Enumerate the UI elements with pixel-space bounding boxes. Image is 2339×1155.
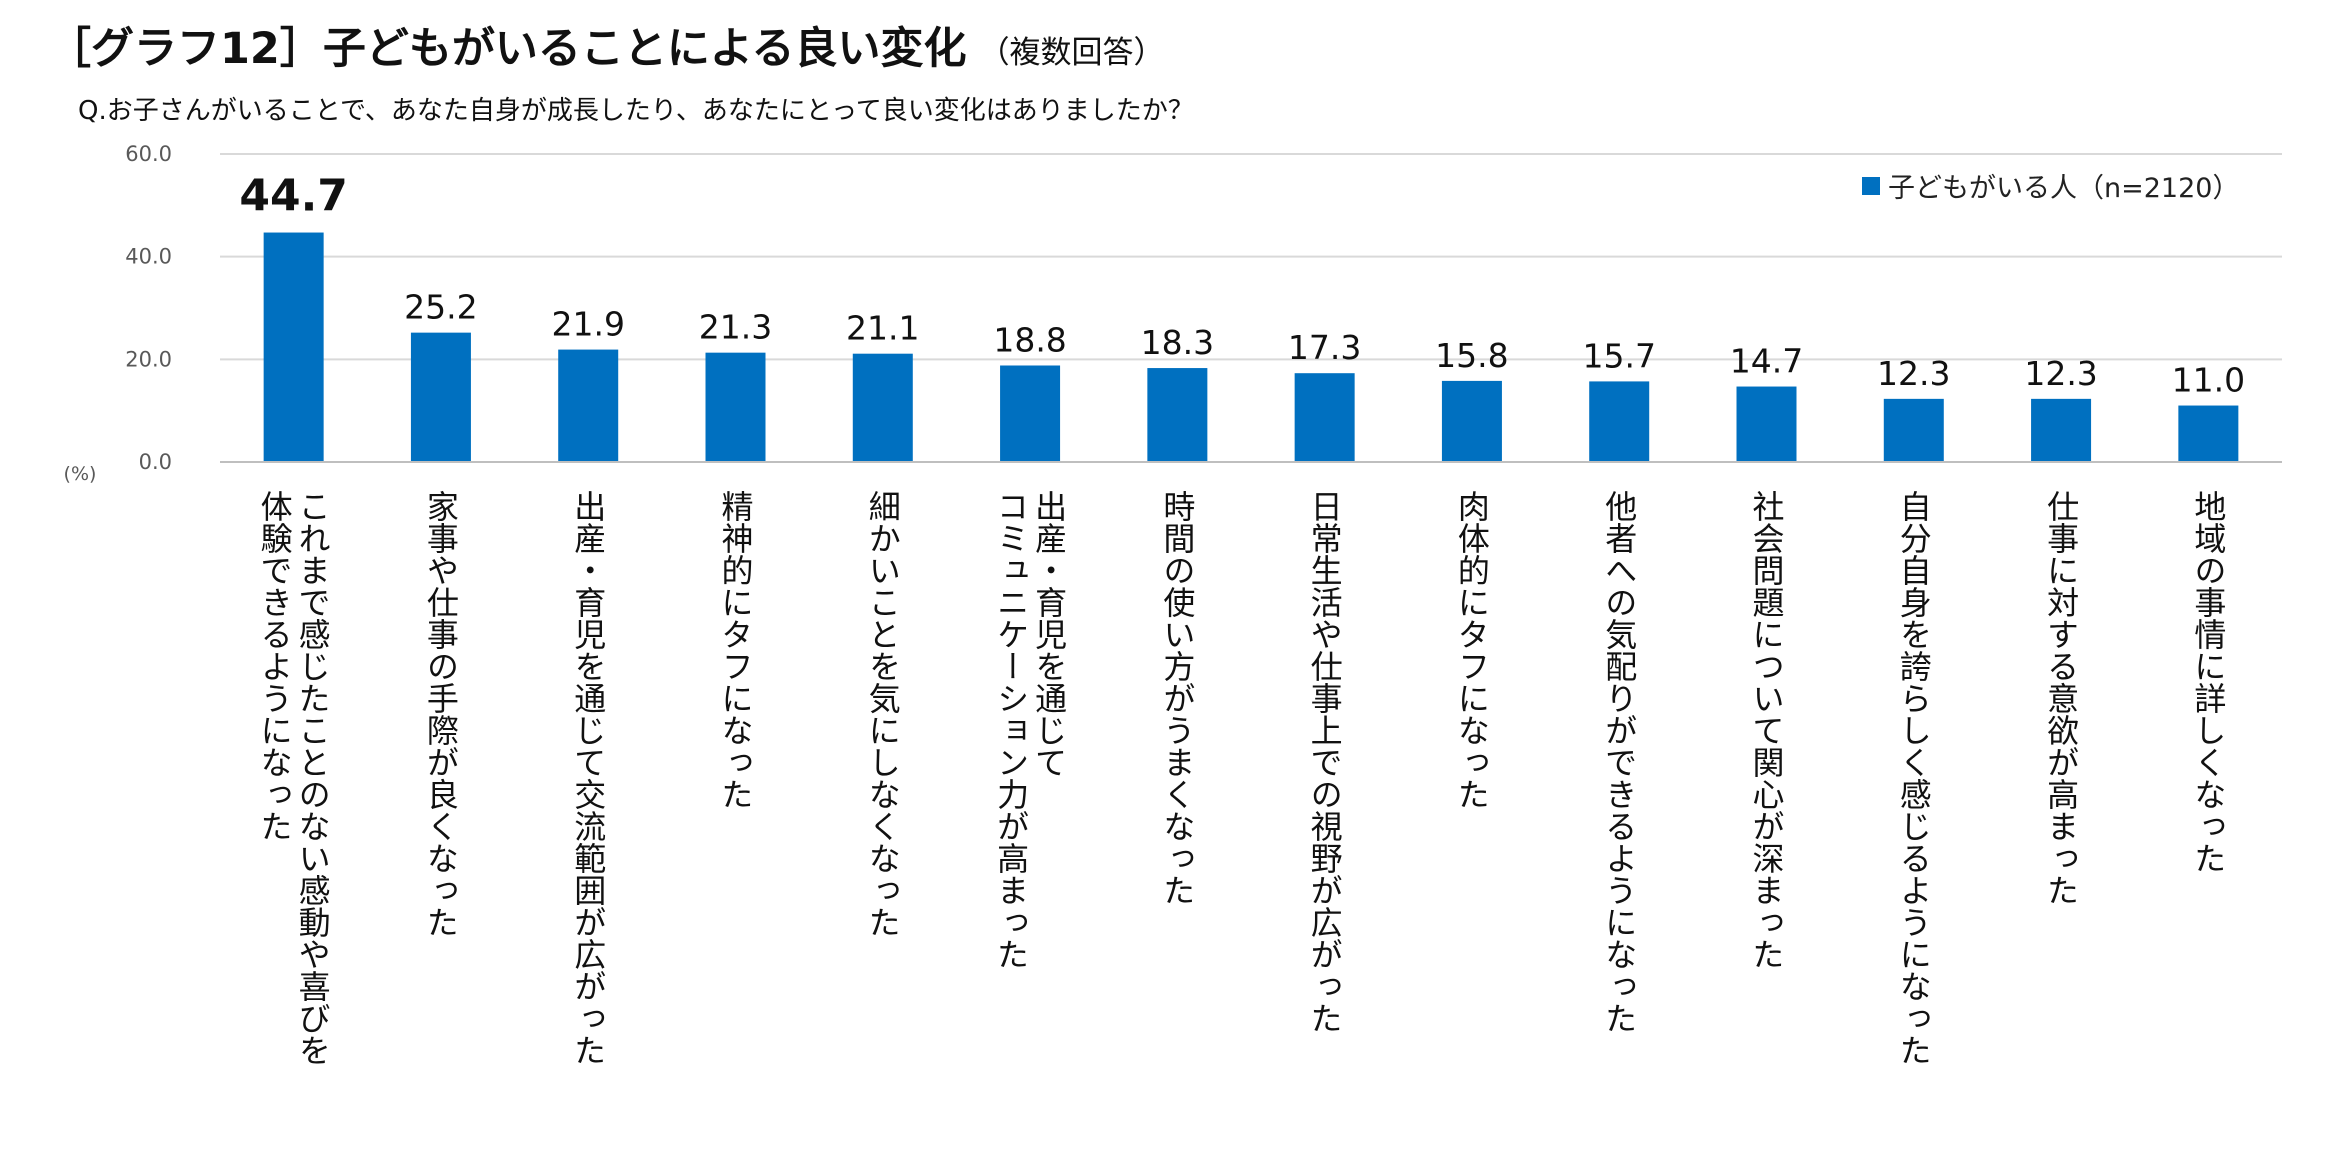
bar [1441,380,1502,462]
y-tick-label: 60.0 [125,142,172,166]
bar [1883,398,1944,462]
bar [558,349,619,462]
data-label: 14.7 [1730,342,1803,381]
category-label: これまで感じたことのない感動や喜びを [294,490,332,1066]
data-label: 21.9 [551,305,624,344]
category-label: コミュニケーション力が高まった [992,490,1030,970]
chart-title: ［グラフ12］子どもがいることによる良い変化 [48,24,967,74]
data-label: 21.3 [699,308,772,347]
y-axis-unit-label: (%) [64,463,97,485]
bar [2178,405,2239,462]
legend-swatch [1862,176,1880,195]
bar [2031,398,2092,462]
category-label: 家事や仕事の手際が良くなった [422,490,460,938]
category-label: 精神的にタフになった [717,490,755,810]
category-label: 自分自身を誇らしく感じるようになった [1895,490,1933,1066]
data-label: 44.7 [239,171,348,222]
y-tick-label: 40.0 [125,245,172,269]
category-label: 時間の使い方がうまくなった [1158,490,1196,906]
bar [263,232,324,462]
category-label: 出産・育児を通じて交流範囲が広がった [569,490,607,1066]
legend-label: 子どもがいる人（n=2120） [1888,173,2240,204]
data-label: 12.3 [1877,354,1950,393]
category-label: 細かいことを気にしなくなった [864,490,902,938]
category-label: 肉体的にタフになった [1453,490,1491,810]
bar [1147,368,1208,462]
data-label: 15.8 [1435,336,1508,375]
chart-title-row: ［グラフ12］子どもがいることによる良い変化 （複数回答） [48,14,1165,76]
data-label: 11.0 [2172,361,2245,400]
bar [1000,365,1061,462]
data-label: 15.7 [1582,336,1655,375]
category-label: 地域の事情に詳しくなった [2189,490,2227,874]
data-label: 18.8 [993,320,1066,359]
chart-legend: 子どもがいる人（n=2120） [1862,166,2239,205]
category-label: 仕事に対する意欲が高まった [2042,490,2080,906]
bar [852,353,913,462]
category-label: 体験できるようになった [256,490,294,842]
chart-title-note: （複数回答） [978,35,1165,71]
category-label: 出産・育児を通じて [1030,490,1068,778]
y-tick-label: 0.0 [139,450,172,474]
bar [1294,373,1355,462]
data-label: 25.2 [404,288,477,327]
category-label: 他者への気配りができるようになった [1600,490,1638,1034]
data-label: 12.3 [2024,354,2097,393]
data-label: 21.1 [846,309,919,348]
y-tick-label: 20.0 [125,347,172,371]
category-label: 社会問題について関心が深まった [1748,490,1786,970]
survey-question: Q.お子さんがいることで、あなた自身が成長したり、あなたにとって良い変化はありま… [78,96,1194,126]
bar [1736,386,1797,462]
data-label: 17.3 [1288,328,1361,367]
category-label: 日常生活や仕事上での視野が広がった [1306,490,1344,1034]
data-label: 18.3 [1141,323,1214,362]
bar [410,332,471,462]
bar [705,352,766,462]
bar [1589,381,1650,462]
